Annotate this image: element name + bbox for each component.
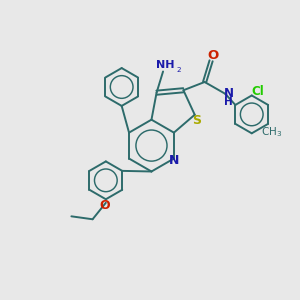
Text: O: O xyxy=(208,49,219,62)
Text: N: N xyxy=(169,154,179,166)
Text: N: N xyxy=(224,87,234,100)
Text: O: O xyxy=(99,199,110,212)
Text: CH$_3$: CH$_3$ xyxy=(261,125,282,139)
Text: Cl: Cl xyxy=(252,85,265,98)
Text: H: H xyxy=(224,97,233,107)
Text: NH: NH xyxy=(156,60,174,70)
Text: $_2$: $_2$ xyxy=(176,65,182,75)
Text: S: S xyxy=(192,114,201,127)
